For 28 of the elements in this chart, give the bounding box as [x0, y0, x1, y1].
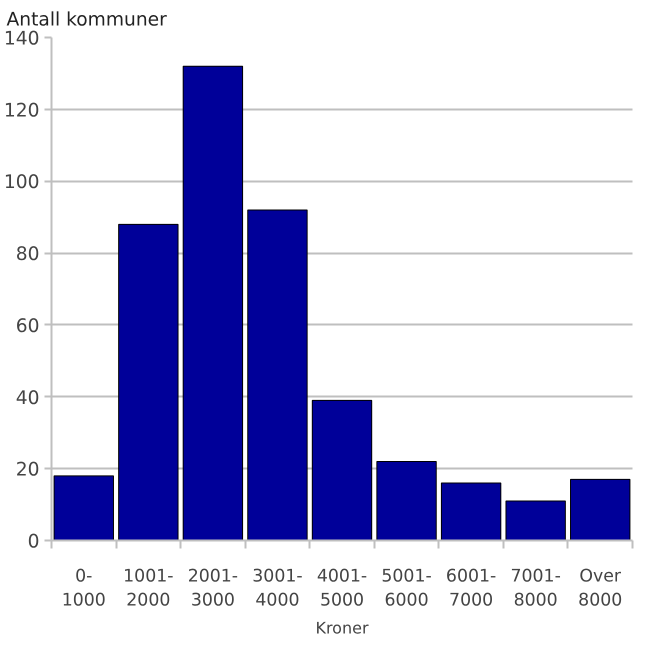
x-axis-title: Kroner [315, 618, 369, 638]
x-tick-label: Over 8000 [578, 566, 622, 610]
bar [247, 209, 308, 540]
bar [505, 500, 566, 540]
x-tick-label: 3001-4000 [252, 566, 303, 610]
bar [570, 478, 630, 540]
x-tick-label: 5001-6000 [381, 566, 432, 610]
bar [182, 66, 244, 540]
y-axis-title: Antall kommuner [6, 10, 168, 30]
bar [440, 482, 502, 540]
x-tick-label: 0-1000 [62, 566, 106, 610]
y-tick-label: 120 [4, 100, 40, 122]
y-tick-label: 0 [28, 532, 40, 552]
bar [118, 224, 179, 540]
y-tick-label: 20 [16, 460, 40, 481]
x-tick-label: 4001-5000 [316, 566, 368, 610]
x-tick-label: 6001-7000 [446, 566, 496, 610]
y-tick-label: 40 [16, 388, 40, 409]
bar [54, 475, 114, 540]
y-tick-label: 80 [16, 244, 40, 266]
bar [312, 400, 372, 540]
x-tick-label: 1001-2000 [123, 566, 174, 610]
x-tick-label: 7001-8000 [510, 566, 561, 610]
y-tick-label: 140 [4, 28, 40, 50]
x-tick-label: 2001-3000 [188, 566, 238, 610]
y-tick-label: 60 [16, 316, 40, 337]
bar [376, 460, 437, 540]
y-tick-label: 100 [4, 172, 40, 194]
